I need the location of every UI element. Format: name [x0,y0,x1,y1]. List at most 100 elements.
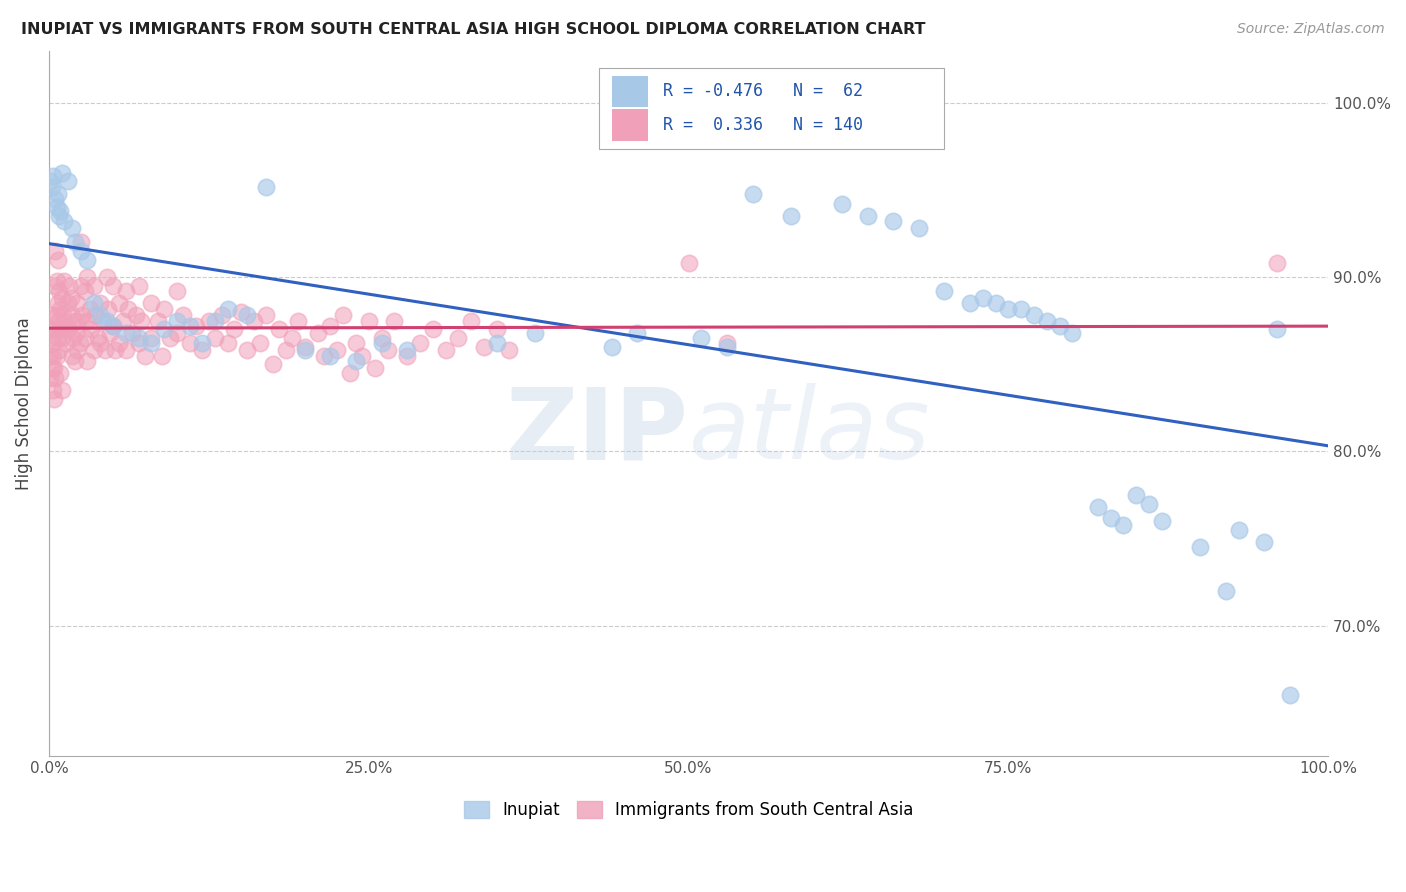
Point [39,174,62,188]
Point [422,322,444,336]
Point [831,197,853,211]
Point [153,301,176,316]
Point [172,309,194,323]
Point [498,343,520,358]
Point [882,214,904,228]
Point [66,296,89,310]
Point [44,192,66,206]
Point [1087,500,1109,515]
Point [86,331,108,345]
Point [907,221,929,235]
Y-axis label: High School Diploma: High School Diploma [15,317,32,490]
Point [42,360,65,375]
Point [434,343,457,358]
Point [49,204,72,219]
Point [184,318,207,333]
Point [690,331,713,345]
Point [60,309,83,323]
Point [307,326,329,340]
Point [129,314,152,328]
Point [39,349,62,363]
Point [344,353,367,368]
Point [48,209,70,223]
Point [1265,256,1288,270]
Point [39,371,62,385]
Point [48,343,70,358]
Point [319,349,342,363]
Point [141,296,163,310]
Point [114,284,136,298]
Point [63,314,86,328]
Point [159,331,181,345]
Point [83,296,105,310]
Point [396,343,419,358]
Text: R =  0.336   N = 140: R = 0.336 N = 140 [664,116,863,134]
Point [42,384,65,398]
Point [45,274,67,288]
Point [1112,517,1135,532]
Point [128,278,150,293]
Point [281,331,304,345]
Point [60,349,83,363]
Point [56,296,79,310]
Point [67,314,90,328]
Point [44,371,66,385]
Point [254,179,277,194]
Point [236,343,259,358]
Point [382,314,405,328]
Point [179,336,201,351]
Point [344,336,367,351]
Point [97,301,120,316]
Point [959,296,981,310]
Point [472,340,495,354]
Point [46,296,69,310]
Point [112,314,135,328]
Point [198,314,221,328]
Point [716,336,738,351]
Point [76,353,98,368]
Point [741,186,763,201]
Point [89,309,111,323]
Point [49,366,72,380]
Point [1189,540,1212,554]
Point [51,291,73,305]
Point [326,343,349,358]
Point [242,314,264,328]
Point [236,309,259,323]
Point [45,349,67,363]
Point [70,235,93,250]
Point [224,322,246,336]
Point [42,349,65,363]
Point [55,336,77,351]
Point [997,301,1019,316]
Point [153,322,176,336]
Point [934,284,956,298]
Point [59,291,82,305]
Point [45,201,67,215]
Point [485,336,508,351]
Point [166,326,188,340]
Point [48,314,70,328]
Text: Source: ZipAtlas.com: Source: ZipAtlas.com [1237,22,1385,37]
Point [39,322,62,336]
Point [44,278,66,293]
Point [51,166,73,180]
Point [121,326,143,340]
Point [447,331,470,345]
Point [856,209,879,223]
Point [53,214,76,228]
Point [76,270,98,285]
Point [70,278,93,293]
Point [191,343,214,358]
Point [1035,314,1057,328]
Point [984,296,1007,310]
Point [1049,318,1071,333]
Point [41,179,63,194]
Point [41,360,63,375]
Point [83,343,105,358]
Point [262,357,284,371]
Legend: Inupiat, Immigrants from South Central Asia: Inupiat, Immigrants from South Central A… [457,794,920,825]
Text: atlas: atlas [689,384,931,480]
Point [460,314,482,328]
Point [70,309,93,323]
